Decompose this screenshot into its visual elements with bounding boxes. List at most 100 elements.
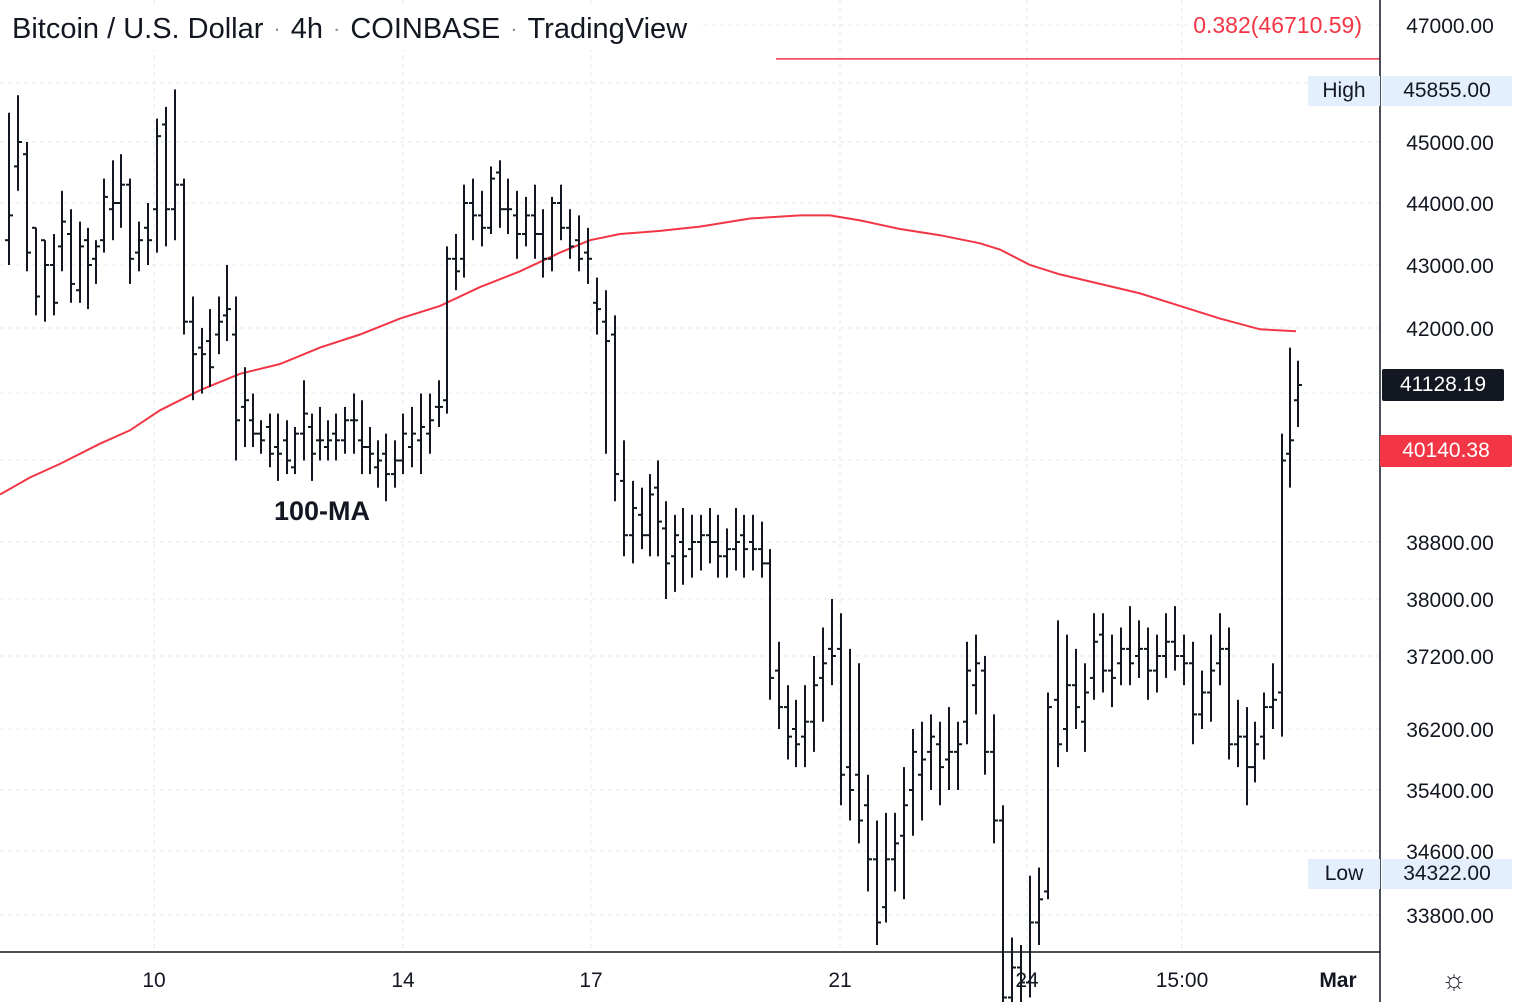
high-tag: High	[1308, 76, 1380, 106]
ohlc-bar	[918, 721, 926, 821]
ohlc-bar	[990, 714, 998, 844]
ohlc-bar	[1162, 613, 1170, 678]
ohlc-bar	[1108, 634, 1116, 708]
price-tick-label: 44000.00	[1406, 193, 1494, 216]
high-value: 45855.00	[1382, 76, 1512, 106]
price-tick-label: 36200.00	[1406, 719, 1494, 742]
ohlc-bar	[909, 729, 917, 836]
price-tick-label: 42000.00	[1406, 318, 1494, 341]
time-tick-label: 21	[828, 969, 851, 992]
ohlc-bar	[5, 112, 13, 265]
ohlc-bar	[688, 514, 696, 578]
ohlc-bar	[539, 209, 547, 278]
ohlc-bar	[14, 95, 22, 191]
time-tick-label: 15:00	[1156, 969, 1209, 992]
ohlc-bar	[324, 420, 332, 461]
ohlc-bar	[332, 413, 340, 461]
ohlc-bar	[671, 514, 679, 592]
ohlc-bar	[784, 685, 792, 760]
exchange-label: COINBASE	[350, 12, 501, 45]
time-tick-label: 14	[391, 969, 415, 992]
ohlc-bar	[316, 406, 324, 461]
ohlc-bar	[740, 514, 748, 578]
ohlc-bar	[723, 528, 731, 578]
ohlc-bar	[679, 508, 687, 585]
ohlc-bar	[629, 480, 637, 564]
ohlc-bar	[972, 634, 980, 715]
ohlc-bar	[198, 328, 206, 394]
ohlc-bar	[662, 501, 670, 599]
ohlc-bar	[215, 296, 223, 355]
ma-annotation: 100-MA	[274, 496, 371, 526]
ohlc-bar	[646, 474, 654, 557]
ohlc-bar	[864, 774, 872, 892]
ohlc-bar	[801, 685, 809, 768]
ohlc-bar	[504, 178, 512, 234]
price-tick-label: 45000.00	[1406, 132, 1494, 155]
ohlc-bar	[882, 812, 890, 923]
ohlc-bar	[548, 196, 556, 272]
ohlc-bar	[1286, 347, 1294, 488]
ohlc-bar	[999, 805, 1007, 1002]
ohlc-bar	[257, 420, 265, 454]
ohlc-bar	[232, 296, 240, 461]
ohlc-bar	[206, 309, 214, 387]
price-tick-label: 34600.00	[1406, 841, 1494, 864]
ohlc-bar	[76, 221, 84, 303]
ohlc-bar	[1054, 620, 1062, 768]
ohlc-bar	[249, 393, 257, 447]
ohlc-bar	[1180, 634, 1188, 686]
ohlc-bar	[1063, 634, 1071, 752]
ohlc-bar	[575, 215, 583, 272]
separator-dot: ·	[333, 16, 341, 41]
ohlc-bar	[417, 393, 425, 475]
provider-label: TradingView	[527, 12, 688, 45]
ohlc-bar	[283, 420, 291, 475]
ohlc-bar	[732, 508, 740, 571]
ohlc-bar	[1294, 360, 1302, 427]
ohlc-bar	[855, 663, 863, 844]
ohlc-bar	[58, 190, 66, 272]
ohlc-bar	[1017, 945, 1025, 1002]
ohlc-bar	[358, 400, 366, 475]
ohlc-bar	[291, 426, 299, 475]
ohlc-bar	[697, 514, 705, 571]
ohlc-bar	[153, 118, 161, 253]
ohlc-bar	[487, 166, 495, 234]
ohlc-bar	[792, 699, 800, 768]
ohlc-bar	[1251, 721, 1259, 783]
symbol-name[interactable]: Bitcoin / U.S. Dollar	[12, 12, 264, 45]
ohlc-bar	[513, 190, 521, 259]
price-tick-label: 37200.00	[1406, 646, 1494, 669]
last-price-badge: 41128.19	[1382, 369, 1504, 401]
ohlc-bar	[126, 178, 134, 284]
price-tick-label: 38800.00	[1406, 532, 1494, 555]
ohlc-bar	[557, 184, 565, 241]
ohlc-bar	[41, 239, 49, 322]
ohlc-bar	[775, 641, 783, 729]
ohlc-bar	[1278, 433, 1286, 737]
ohlc-bar	[1099, 613, 1107, 693]
ohlc-bars-layer	[5, 89, 1302, 1002]
ohlc-bar	[963, 641, 971, 745]
ohlc-bar	[180, 178, 188, 335]
ohlc-bar	[1035, 867, 1043, 945]
ohlc-bar	[654, 460, 662, 557]
ohlc-bar	[1072, 648, 1080, 729]
ohlc-bar	[162, 106, 170, 247]
ohlc-bar	[426, 393, 434, 454]
ohlc-bar	[1008, 937, 1016, 1002]
interval-label[interactable]: 4h	[290, 12, 324, 45]
ohlc-bar	[749, 514, 757, 571]
ohlc-bar	[1198, 670, 1206, 729]
ohlc-bar	[84, 227, 92, 310]
chart-settings-icon[interactable]: ☼	[1441, 964, 1467, 995]
ohlc-bar	[171, 89, 179, 241]
ohlc-bar	[223, 265, 231, 342]
ohlc-bar	[1153, 634, 1161, 693]
ohlc-bar	[714, 514, 722, 578]
ohlc-bar	[435, 380, 443, 427]
ohlc-bar	[341, 406, 349, 454]
ohlc-bar	[274, 413, 282, 481]
